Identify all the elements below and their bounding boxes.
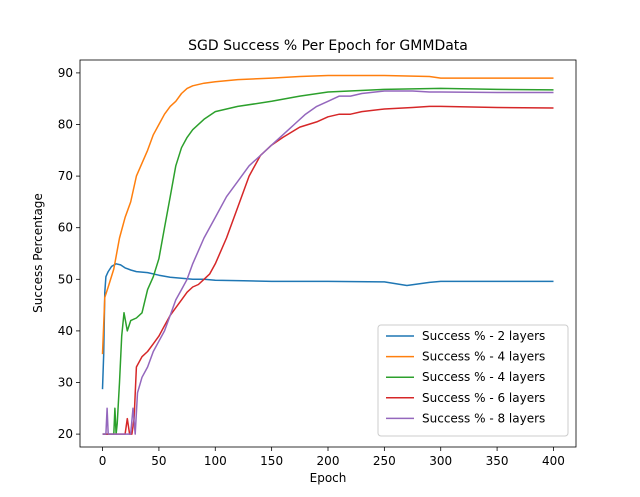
series-line-5 xyxy=(102,90,554,435)
x-tick-label: 400 xyxy=(542,454,565,468)
x-tick-label: 350 xyxy=(486,454,509,468)
plot-area: 0 50 100 150 200 250 300 350 400 20 30 40 50 60 70 80 9… xyxy=(58,59,577,468)
legend: Success % - 2 layers Success % - 4 layers… xyxy=(377,324,569,437)
x-tick-label: 50 xyxy=(151,454,166,468)
y-tick-label: 60 xyxy=(58,221,73,235)
legend-entry-3: Success % - 4 layers xyxy=(422,370,545,384)
x-tick-label: 250 xyxy=(373,454,396,468)
legend-entry-1: Success % - 2 layers xyxy=(422,329,545,343)
series-line-2 xyxy=(101,74,554,355)
x-tick-label: 200 xyxy=(317,454,340,468)
y-axis-ticks: 20 30 40 50 60 70 80 90 xyxy=(58,66,80,441)
legend-entry-2: Success % - 4 layers xyxy=(422,350,545,364)
y-axis-label: Success Percentage xyxy=(31,193,45,313)
series-line-1 xyxy=(101,263,554,390)
x-tick-label: 100 xyxy=(204,454,227,468)
series-line-3 xyxy=(102,87,554,435)
y-tick-label: 50 xyxy=(58,272,73,286)
y-tick-label: 70 xyxy=(58,169,73,183)
y-tick-label: 90 xyxy=(58,66,73,80)
series-group xyxy=(101,74,554,435)
y-tick-label: 30 xyxy=(58,376,73,390)
chart-title: SGD Success % Per Epoch for GMMData xyxy=(188,38,468,54)
y-tick-label: 20 xyxy=(58,427,73,441)
x-tick-label: 0 xyxy=(99,454,107,468)
x-axis-label: Epoch xyxy=(310,471,347,485)
legend-entry-5: Success % - 8 layers xyxy=(422,411,545,425)
legend-entry-4: Success % - 6 layers xyxy=(422,391,545,405)
x-tick-label: 150 xyxy=(260,454,283,468)
legend-box xyxy=(377,324,569,437)
x-axis-ticks: 0 50 100 150 200 250 300 350 400 xyxy=(99,447,565,468)
series-line-4 xyxy=(102,105,554,435)
x-tick-label: 300 xyxy=(429,454,452,468)
y-tick-label: 40 xyxy=(58,324,73,338)
y-tick-label: 80 xyxy=(58,118,73,132)
